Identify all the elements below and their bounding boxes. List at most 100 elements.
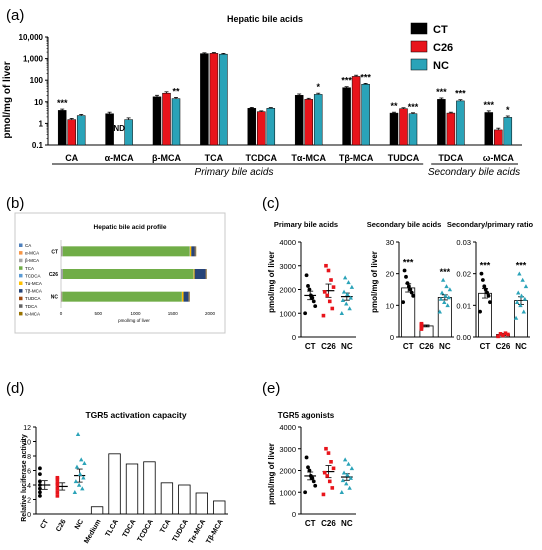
chart-a-bar bbox=[351, 76, 361, 146]
chart-e-ytick-label: 1000 bbox=[279, 488, 296, 497]
panel-c-summary: Primary bile acids pmol/mg of liver Seco… bbox=[267, 220, 534, 351]
chart-a-group-secondary: Secondary bile acids bbox=[428, 167, 520, 178]
chart-d-ytick-label: 0 bbox=[27, 512, 31, 519]
chart-a-annotation: *** bbox=[436, 87, 447, 97]
chart-d-point-ct bbox=[38, 483, 42, 487]
chart-a-ytick-label: 10,000 bbox=[19, 33, 44, 42]
chart-c3-mean-bar bbox=[478, 292, 492, 338]
chart-d-point-nc bbox=[82, 461, 87, 466]
chart-d-point-nc bbox=[72, 490, 78, 495]
chart-e-point-c26 bbox=[326, 451, 331, 455]
chart-b-title: Hepatic bile acid profile bbox=[94, 224, 167, 231]
chart-a-ylabel: pmol/mg of liver bbox=[2, 61, 13, 138]
chart-a-bar bbox=[257, 111, 266, 146]
panel-e-tgr5-agonists: TGR5 agonists pmol/mg of liver 0 1000 2000… bbox=[267, 411, 356, 528]
chart-c2-point-ct bbox=[411, 293, 416, 298]
chart-a-group-primary: Primary bile acids bbox=[195, 167, 274, 178]
chart-b-bar-segment bbox=[194, 246, 196, 257]
chart-e-point-nc bbox=[341, 470, 347, 475]
chart-b-category-label: CT bbox=[51, 249, 58, 255]
chart-e-ytick-label: 4000 bbox=[279, 423, 296, 432]
chart-d-point-c26 bbox=[55, 483, 60, 487]
chart-c3-point-nc bbox=[522, 296, 528, 301]
panel-label-d: (d) bbox=[6, 380, 24, 397]
chart-b-category-label: C26 bbox=[49, 272, 58, 278]
chart-a-annotation: ** bbox=[390, 101, 398, 111]
chart-a-bar bbox=[247, 108, 257, 146]
chart-c2-point-ct bbox=[408, 287, 413, 292]
chart-d-point-ct bbox=[38, 472, 42, 477]
panel-label-e: (e) bbox=[262, 380, 280, 397]
chart-b-bar-segment bbox=[183, 291, 189, 302]
chart-b-bar-segment bbox=[189, 246, 192, 257]
chart-d-reference-bar bbox=[213, 500, 226, 515]
chart-d-category-label: TCDCA bbox=[137, 519, 155, 544]
chart-c2-point-ct bbox=[402, 268, 407, 273]
chart-a-bar bbox=[152, 96, 162, 146]
chart-d-point-c26 bbox=[55, 475, 60, 480]
chart-c2-point-ct bbox=[409, 290, 414, 295]
chart-c3-ytick-label: 0.01 bbox=[456, 301, 471, 310]
chart-c1-point-c26 bbox=[321, 313, 326, 318]
chart-d-point-nc bbox=[80, 486, 85, 491]
chart-b-bar-segment bbox=[62, 291, 182, 302]
chart-b-xtick-label: 2000 bbox=[205, 311, 216, 316]
chart-c3-point-nc bbox=[523, 284, 529, 289]
chart-d-category-label: Tα-MCA bbox=[188, 519, 207, 546]
chart-d-reference-bar bbox=[143, 461, 156, 515]
chart-e-point-nc bbox=[344, 481, 349, 486]
chart-e-point-nc bbox=[348, 475, 353, 480]
chart-c3-point-ct bbox=[478, 309, 482, 314]
chart-c1-point-ct bbox=[306, 284, 310, 288]
chart-e-ytick-label: 3000 bbox=[279, 445, 296, 454]
chart-c3-annotation: *** bbox=[480, 261, 491, 271]
chart-c1-point-c26 bbox=[322, 290, 327, 294]
chart-d-reference-bar bbox=[108, 453, 121, 515]
chart-d-category-label: TLCA bbox=[105, 519, 120, 539]
chart-c3-point-ct bbox=[479, 271, 484, 276]
chart-d-point-c26 bbox=[55, 494, 60, 498]
chart-d-ytick-label: 6 bbox=[27, 469, 31, 476]
chart-b-legend-label: Tα-MCA bbox=[25, 281, 42, 286]
chart-c3-ytick-label: 0.03 bbox=[456, 238, 471, 247]
chart-e-category-label: CT bbox=[305, 519, 316, 528]
chart-c1-point-ct bbox=[303, 311, 308, 316]
chart-c3-annotation: *** bbox=[516, 261, 527, 271]
chart-b-legend-swatch bbox=[19, 289, 23, 293]
chart-b-legend-label: TUDCA bbox=[25, 296, 41, 301]
chart-c1-point-c26 bbox=[324, 263, 328, 268]
chart-a-annotation: *** bbox=[57, 98, 68, 108]
chart-c1-category-label: C26 bbox=[321, 342, 336, 351]
chart-b-category-label: NC bbox=[51, 295, 59, 301]
chart-c3-point-nc bbox=[519, 293, 524, 298]
chart-e-point-c26 bbox=[325, 474, 330, 478]
chart-e-category-label: NC bbox=[341, 519, 353, 528]
chart-b-legend-swatch bbox=[19, 243, 23, 247]
chart-c3-category-label: NC bbox=[515, 342, 527, 351]
chart-d-point-ct bbox=[38, 466, 42, 471]
chart-a-annotation: *** bbox=[408, 102, 419, 112]
chart-c1-point-c26 bbox=[331, 285, 336, 289]
chart-c3-point-ct bbox=[483, 287, 488, 292]
chart-c1-point-nc bbox=[347, 306, 352, 311]
chart-a-ytick-label: 1 bbox=[39, 119, 44, 128]
chart-c3-point-c26 bbox=[496, 334, 500, 339]
chart-d-point-nc bbox=[79, 457, 84, 462]
chart-b-legend-swatch bbox=[19, 273, 23, 278]
chart-c1-title: Primary bile acids bbox=[274, 220, 338, 229]
chart-a-bar bbox=[171, 98, 181, 146]
chart-d-point-ct bbox=[38, 486, 42, 491]
chart-a-category-label: TCDCA bbox=[246, 153, 278, 163]
chart-c2-title: Secondary bile acids bbox=[367, 220, 442, 229]
chart-c3-point-c26 bbox=[503, 331, 508, 335]
chart-d-category-label: TUDCA bbox=[172, 519, 190, 544]
chart-e-point-nc bbox=[340, 478, 346, 483]
chart-c2-point-nc bbox=[442, 299, 447, 304]
chart-a-annotation: *** bbox=[341, 76, 352, 86]
chart-c3-category-label: C26 bbox=[496, 342, 511, 351]
chart-c1-point-ct bbox=[307, 287, 312, 292]
chart-a-annotation: * bbox=[316, 82, 320, 92]
chart-c3-ytick-label: 0.02 bbox=[456, 270, 471, 279]
chart-c1-point-ct bbox=[304, 273, 309, 278]
chart-b-bar-segment bbox=[62, 269, 194, 279]
